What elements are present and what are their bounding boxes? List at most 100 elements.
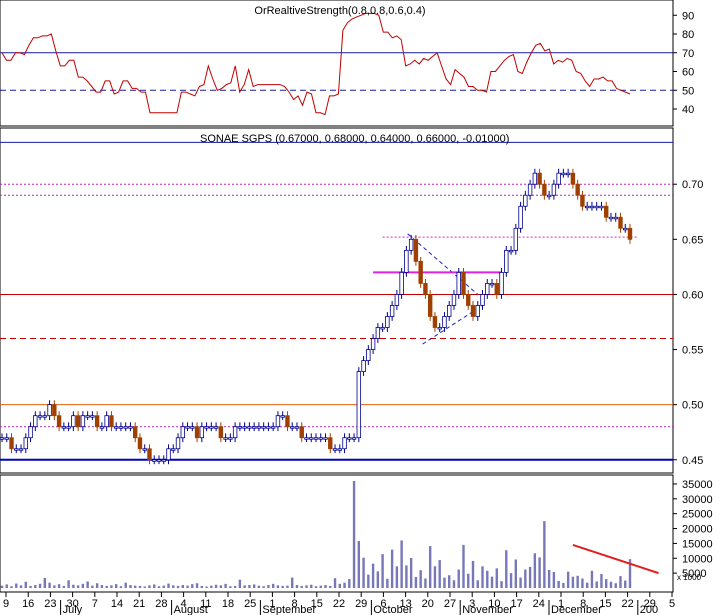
candle-body bbox=[561, 172, 566, 176]
candle-body bbox=[375, 327, 381, 339]
volume-bar bbox=[252, 584, 256, 588]
volume-bar bbox=[62, 585, 66, 588]
candle-body bbox=[556, 172, 561, 185]
x-tick-label: 1 bbox=[269, 598, 275, 610]
volume-bar bbox=[172, 585, 175, 588]
volume-panel: 5000 10000 15000 20000 25000 30000 35000 x 100… bbox=[0, 474, 713, 593]
volume-bar bbox=[310, 584, 313, 588]
candle-body bbox=[275, 415, 281, 428]
candle-body bbox=[213, 426, 219, 429]
volume-bar bbox=[195, 583, 199, 588]
x-tick-label: 22 bbox=[621, 598, 633, 610]
candle-body bbox=[204, 426, 209, 429]
candle-body bbox=[318, 437, 323, 440]
candle-body bbox=[194, 426, 200, 439]
volume-bar bbox=[362, 557, 365, 588]
price-reference-lines bbox=[0, 141, 673, 461]
volume-bar bbox=[210, 585, 213, 588]
candle-body bbox=[94, 415, 100, 428]
x-tick-label: 8 bbox=[580, 598, 586, 610]
candle-body bbox=[256, 426, 262, 429]
candle-body bbox=[313, 437, 319, 440]
volume-bar bbox=[433, 566, 437, 588]
candle-body bbox=[113, 426, 119, 429]
candle-body bbox=[427, 294, 433, 317]
volume-bar bbox=[81, 583, 85, 588]
volume-bar bbox=[576, 575, 579, 588]
candle-body bbox=[299, 426, 304, 439]
volume-bar bbox=[486, 570, 489, 588]
volume-bar bbox=[153, 584, 156, 588]
candle-body bbox=[14, 448, 19, 451]
volume-bar bbox=[624, 580, 627, 588]
price-panel: SONAE SGPS (0.67000, 0.68000, 0.64000, 0… bbox=[0, 127, 703, 474]
x-tick-label: 10 bbox=[488, 598, 500, 610]
candle-body bbox=[504, 249, 509, 273]
indicator-tick-label: 60 bbox=[682, 67, 694, 79]
candle-body bbox=[199, 426, 205, 439]
candle-body bbox=[456, 271, 461, 295]
volume-bar bbox=[129, 585, 132, 588]
volume-bar bbox=[495, 568, 498, 588]
candle-body bbox=[47, 404, 52, 417]
candle-body bbox=[499, 271, 504, 295]
volume-bar bbox=[181, 585, 184, 588]
volume-bar bbox=[267, 585, 270, 588]
x-tick-label: 9 bbox=[3, 598, 9, 610]
x-tick-label: 30 bbox=[66, 598, 78, 610]
candle-body bbox=[75, 415, 81, 428]
candle-body bbox=[494, 283, 499, 295]
candle-body bbox=[542, 183, 547, 196]
volume-bar bbox=[462, 544, 465, 588]
candle-body bbox=[570, 172, 576, 185]
price-title: SONAE SGPS (0.67000, 0.68000, 0.64000, 0… bbox=[200, 133, 509, 145]
candle-body bbox=[604, 205, 609, 218]
volume-bar bbox=[381, 554, 384, 588]
volume-bar bbox=[438, 560, 441, 588]
candle-body bbox=[285, 415, 290, 428]
x-tick-label: 23 bbox=[44, 598, 56, 610]
volume-bar bbox=[547, 569, 551, 588]
volume-bar bbox=[157, 586, 161, 588]
candle-body bbox=[599, 205, 604, 209]
candle-body bbox=[270, 426, 276, 429]
volume-bar bbox=[271, 583, 275, 588]
volume-tick-label: 35000 bbox=[682, 479, 713, 491]
x-tick-label: 15 bbox=[599, 598, 611, 610]
candle-body bbox=[370, 338, 376, 350]
volume-bar bbox=[528, 566, 532, 588]
candle-body bbox=[627, 227, 633, 240]
volume-bars bbox=[0, 480, 632, 588]
volume-bar bbox=[138, 585, 142, 588]
candle-body bbox=[489, 283, 495, 286]
volume-bar bbox=[233, 585, 237, 588]
candle-body bbox=[389, 305, 395, 317]
volume-bar bbox=[405, 565, 408, 588]
x-tick-label: 16 bbox=[22, 598, 34, 610]
candle-body bbox=[437, 327, 442, 330]
volume-bar bbox=[452, 580, 456, 588]
candle-body bbox=[142, 448, 147, 451]
volume-bar bbox=[476, 580, 479, 588]
volume-bar bbox=[367, 574, 370, 588]
candle-body bbox=[266, 426, 271, 429]
volume-bar bbox=[533, 553, 537, 588]
candle-body bbox=[485, 283, 490, 295]
x-tick-label: 7 bbox=[92, 598, 98, 610]
candle-body bbox=[351, 437, 357, 440]
candle-body bbox=[594, 205, 599, 209]
volume-bar bbox=[53, 585, 56, 588]
volume-tick-label: 5000 bbox=[682, 568, 706, 580]
candle-body bbox=[613, 216, 618, 220]
candle-body bbox=[166, 448, 171, 461]
volume-bar bbox=[257, 585, 261, 588]
candle-body bbox=[385, 316, 390, 328]
candle-body bbox=[513, 227, 519, 251]
candle-body bbox=[361, 360, 366, 372]
candle-body bbox=[23, 437, 28, 450]
volume-bar bbox=[148, 585, 151, 588]
volume-tick-label: 20000 bbox=[682, 524, 713, 536]
triangle-upper-line bbox=[407, 233, 479, 295]
x-tick-label: 22 bbox=[333, 598, 345, 610]
volume-bar bbox=[562, 582, 565, 588]
